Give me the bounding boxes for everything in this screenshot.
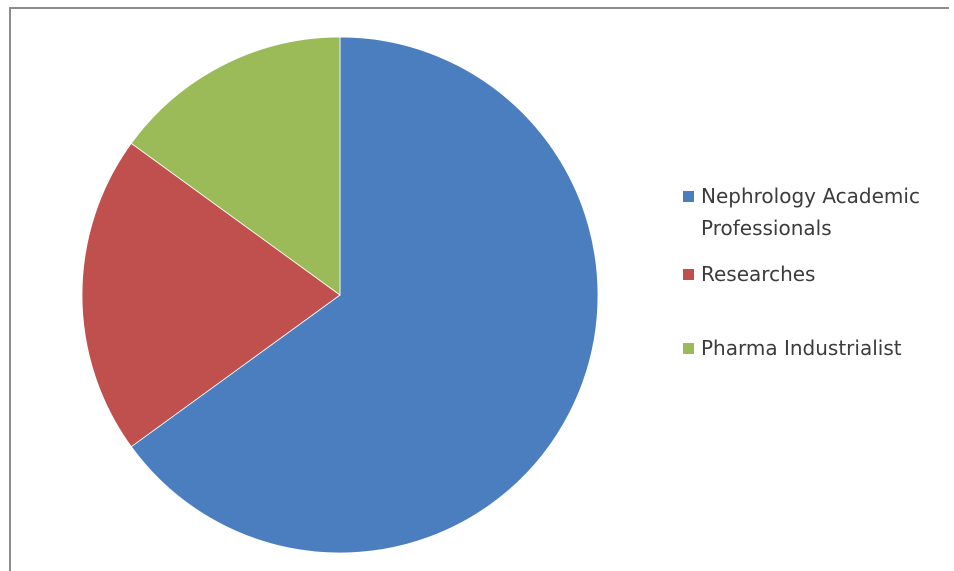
legend-label-nephrology-line-2: Professionals bbox=[701, 216, 832, 240]
legend-item-nephrology-academic-professionals: Nephrology Academic Professionals bbox=[683, 180, 948, 244]
pie-slice-nephrology-academic-professionals bbox=[130, 36, 599, 554]
pie-slice-pharma-industrialist bbox=[130, 36, 341, 296]
legend-item-pharma-industrialist: Pharma Industrialist bbox=[683, 332, 948, 364]
legend-item-researches: Researches bbox=[683, 258, 948, 290]
legend-label-researches: Researches bbox=[701, 262, 816, 286]
legend-label-nephrology-line-1: Nephrology Academic bbox=[701, 184, 920, 208]
legend-label-pharma-industrialist: Pharma Industrialist bbox=[701, 336, 902, 360]
pie-slice-researches bbox=[81, 142, 341, 448]
legend-swatch-researches bbox=[683, 269, 694, 280]
legend-swatch-nephrology-academic-professionals bbox=[683, 191, 694, 202]
legend-swatch-pharma-industrialist bbox=[683, 343, 694, 354]
chart-legend: Nephrology Academic Professionals Resear… bbox=[683, 180, 948, 364]
